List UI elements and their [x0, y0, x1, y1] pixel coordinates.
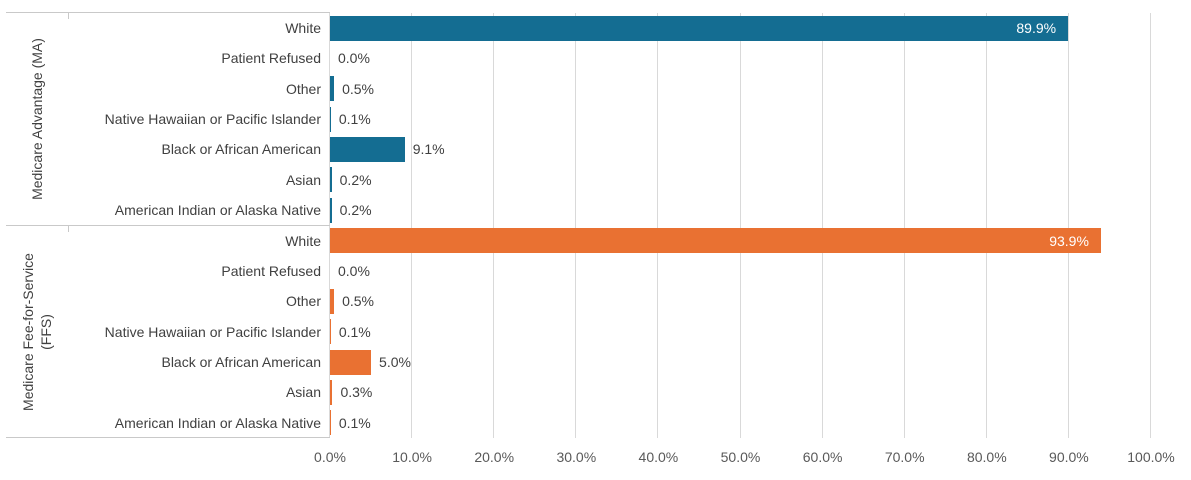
x-axis-tick-label: 90.0% — [1049, 449, 1089, 465]
data-label: 0.1% — [338, 414, 371, 431]
category-label: White — [285, 232, 321, 249]
data-label: 0.1% — [338, 111, 371, 128]
data-label: 0.2% — [339, 171, 372, 188]
data-label: 0.1% — [338, 323, 371, 340]
group-label-cell: Medicare Fee-for-Service (FFS) — [6, 226, 68, 439]
group-label: Medicare Fee-for-Service (FFS) — [20, 252, 54, 411]
category-label: Black or African American — [161, 141, 321, 158]
x-axis-tick-label: 40.0% — [638, 449, 679, 465]
data-bar — [330, 410, 331, 436]
x-axis-tick-label: 20.0% — [474, 449, 515, 465]
group-label-cell: Medicare Advantage (MA) — [6, 13, 68, 226]
x-axis-tick-label: 50.0% — [720, 449, 761, 465]
category-label: Asian — [285, 171, 321, 188]
category-label: Native Hawaiian or Pacific Islander — [104, 323, 321, 340]
data-bar — [330, 319, 331, 345]
category-axis-tick — [68, 225, 69, 232]
data-bar — [330, 288, 335, 314]
data-label: 89.9% — [1016, 20, 1057, 36]
category-label: Asian — [285, 384, 321, 401]
category-label: American Indian or Alaska Native — [114, 202, 321, 219]
data-label: 0.0% — [338, 50, 370, 67]
data-bar — [330, 15, 1069, 41]
data-bar — [330, 137, 405, 163]
gridline — [985, 13, 987, 438]
category-label: Native Hawaiian or Pacific Islander — [104, 111, 321, 128]
gridline — [1150, 13, 1151, 438]
data-label: 9.1% — [412, 141, 445, 158]
x-axis-tick-label: 0.0% — [314, 449, 346, 465]
category-label: White — [285, 20, 321, 36]
category-axis-tick — [68, 13, 69, 19]
category-axis-separator — [6, 12, 330, 13]
x-axis-tick-label: 60.0% — [802, 449, 843, 465]
x-axis-tick-label: 70.0% — [884, 449, 925, 465]
data-label: 0.3% — [340, 384, 373, 401]
x-axis-tick-label: 100.0% — [1127, 449, 1175, 465]
gridline — [1067, 13, 1069, 438]
data-label: 5.0% — [379, 353, 411, 370]
x-axis-tick-label: 30.0% — [556, 449, 597, 465]
data-label: 93.9% — [1049, 232, 1089, 249]
category-label: Patient Refused — [221, 50, 321, 67]
gridline — [903, 13, 905, 438]
category-label: Other — [285, 80, 321, 97]
gridline — [329, 13, 330, 438]
data-label: 0.5% — [342, 80, 375, 97]
gridline — [739, 13, 741, 438]
gridline — [493, 13, 495, 438]
category-label: Patient Refused — [221, 262, 321, 279]
category-label: American Indian or Alaska Native — [114, 414, 321, 431]
gridline — [575, 13, 577, 438]
data-bar — [330, 228, 1101, 254]
data-bar — [330, 349, 372, 375]
data-label: 0.2% — [339, 202, 372, 219]
x-axis-tick-label: 80.0% — [966, 449, 1007, 465]
gridline — [657, 13, 659, 438]
data-bar — [330, 167, 332, 193]
data-bar — [330, 379, 333, 405]
data-label: 0.5% — [342, 293, 375, 310]
category-axis-separator — [6, 437, 330, 438]
gridline — [821, 13, 823, 438]
data-bar — [330, 106, 331, 132]
data-bar — [330, 197, 332, 223]
category-axis-separator — [6, 224, 330, 226]
category-label: Other — [285, 293, 321, 310]
category-label: Black or African American — [161, 353, 321, 370]
group-label: Medicare Advantage (MA) — [29, 38, 46, 201]
gridline — [411, 13, 413, 438]
x-axis-tick-label: 10.0% — [392, 449, 432, 465]
data-bar — [330, 76, 335, 102]
data-label: 0.0% — [338, 262, 370, 279]
